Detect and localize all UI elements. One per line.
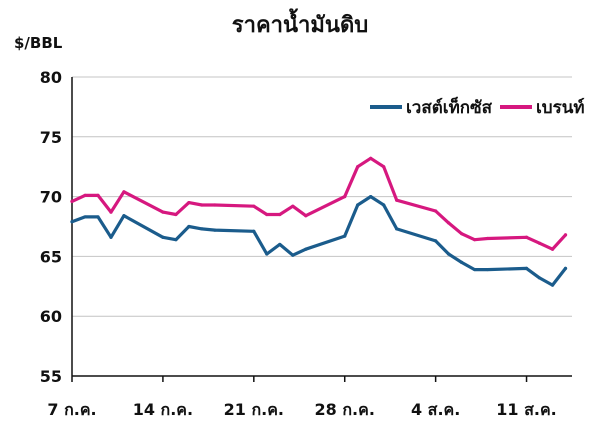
gridlines [71,76,572,377]
data-point-wti [447,252,451,256]
data-point-wti [382,203,386,207]
data-point-wti [174,238,178,242]
y-tick-label: 65 [40,247,62,266]
data-point-wti [161,235,165,239]
data-point-brent [161,210,165,214]
data-point-wti [485,267,490,272]
x-tick-label: 28 ก.ค. [315,400,375,419]
y-axis-unit-label: $/BBL [14,34,63,52]
legend-label-brent: เบรนท์ [536,97,585,118]
x-tick-label: 7 ก.ค. [47,400,96,419]
data-point-brent [382,165,386,169]
data-point-wti [83,215,87,219]
y-tick-label: 70 [40,188,62,207]
y-tick-label: 55 [40,367,62,386]
data-point-wti [524,266,529,270]
data-point-brent [213,203,217,207]
data-point-wti [200,227,204,231]
legend: เวสต์เท็กซัส เบรนท์ [370,95,585,118]
data-point-brent [563,233,568,237]
data-point-wti [395,227,399,231]
data-point-wti [96,215,100,219]
data-point-brent [200,203,204,207]
data-point-wti [187,224,191,229]
data-point-brent [278,212,282,217]
x-axis-ticks: 7 ก.ค. 14 ก.ค. 21 ก.ค. 28 ก.ค. 4 ส.ค. 11 ส.ค. [47,376,557,419]
data-point-brent [472,238,477,242]
data-point-wti [343,234,347,238]
y-tick-label: 60 [40,307,62,326]
data-point-wti [472,267,477,272]
data-point-brent [109,210,113,214]
data-point-wti [537,276,542,280]
series-line-brent [70,156,568,251]
data-point-brent [174,212,178,217]
data-point-wti [213,228,217,232]
x-tick-label: 21 ก.ค. [224,400,284,419]
data-point-wti [291,253,295,257]
data-point-wti [265,252,269,256]
data-point-brent [70,199,74,203]
chart-title: ราคาน้ำมันดิบ [232,8,368,38]
data-point-brent [304,214,308,218]
data-point-brent [485,236,490,241]
x-tick-label: 4 ส.ค. [411,400,460,419]
data-point-wti [70,220,74,224]
data-point-brent [187,200,191,205]
data-point-brent [343,195,347,199]
data-point-brent [252,204,256,208]
y-axis-ticks: 55 60 65 70 75 80 [40,68,62,386]
data-point-wti [122,214,126,218]
series-lines [70,156,568,287]
data-point-brent [460,232,464,236]
x-tick-label: 11 ส.ค. [496,400,556,419]
data-point-wti [109,235,113,239]
data-point-wti [369,195,373,199]
data-point-brent [83,193,87,198]
data-point-brent [550,247,555,251]
data-point-brent [395,198,399,202]
x-tick-label: 14 ก.ค. [133,400,193,419]
data-point-wti [356,203,360,207]
y-tick-label: 75 [40,128,62,147]
data-point-brent [447,221,451,225]
data-point-brent [96,193,100,198]
data-point-brent [291,204,295,208]
legend-label-wti: เวสต์เท็กซัส [406,95,493,118]
data-point-wti [304,247,308,251]
data-point-wti [550,283,555,287]
data-point-brent [524,235,529,239]
data-point-wti [278,242,282,247]
y-tick-label: 80 [40,68,62,87]
data-point-brent [369,156,373,160]
data-point-wti [434,239,438,243]
data-point-brent [265,212,269,217]
data-point-wti [252,229,256,233]
data-point-wti [563,266,568,270]
data-point-brent [537,241,542,245]
data-point-brent [434,209,438,213]
data-point-brent [356,165,360,169]
data-point-brent [122,190,126,194]
data-point-wti [460,260,464,264]
